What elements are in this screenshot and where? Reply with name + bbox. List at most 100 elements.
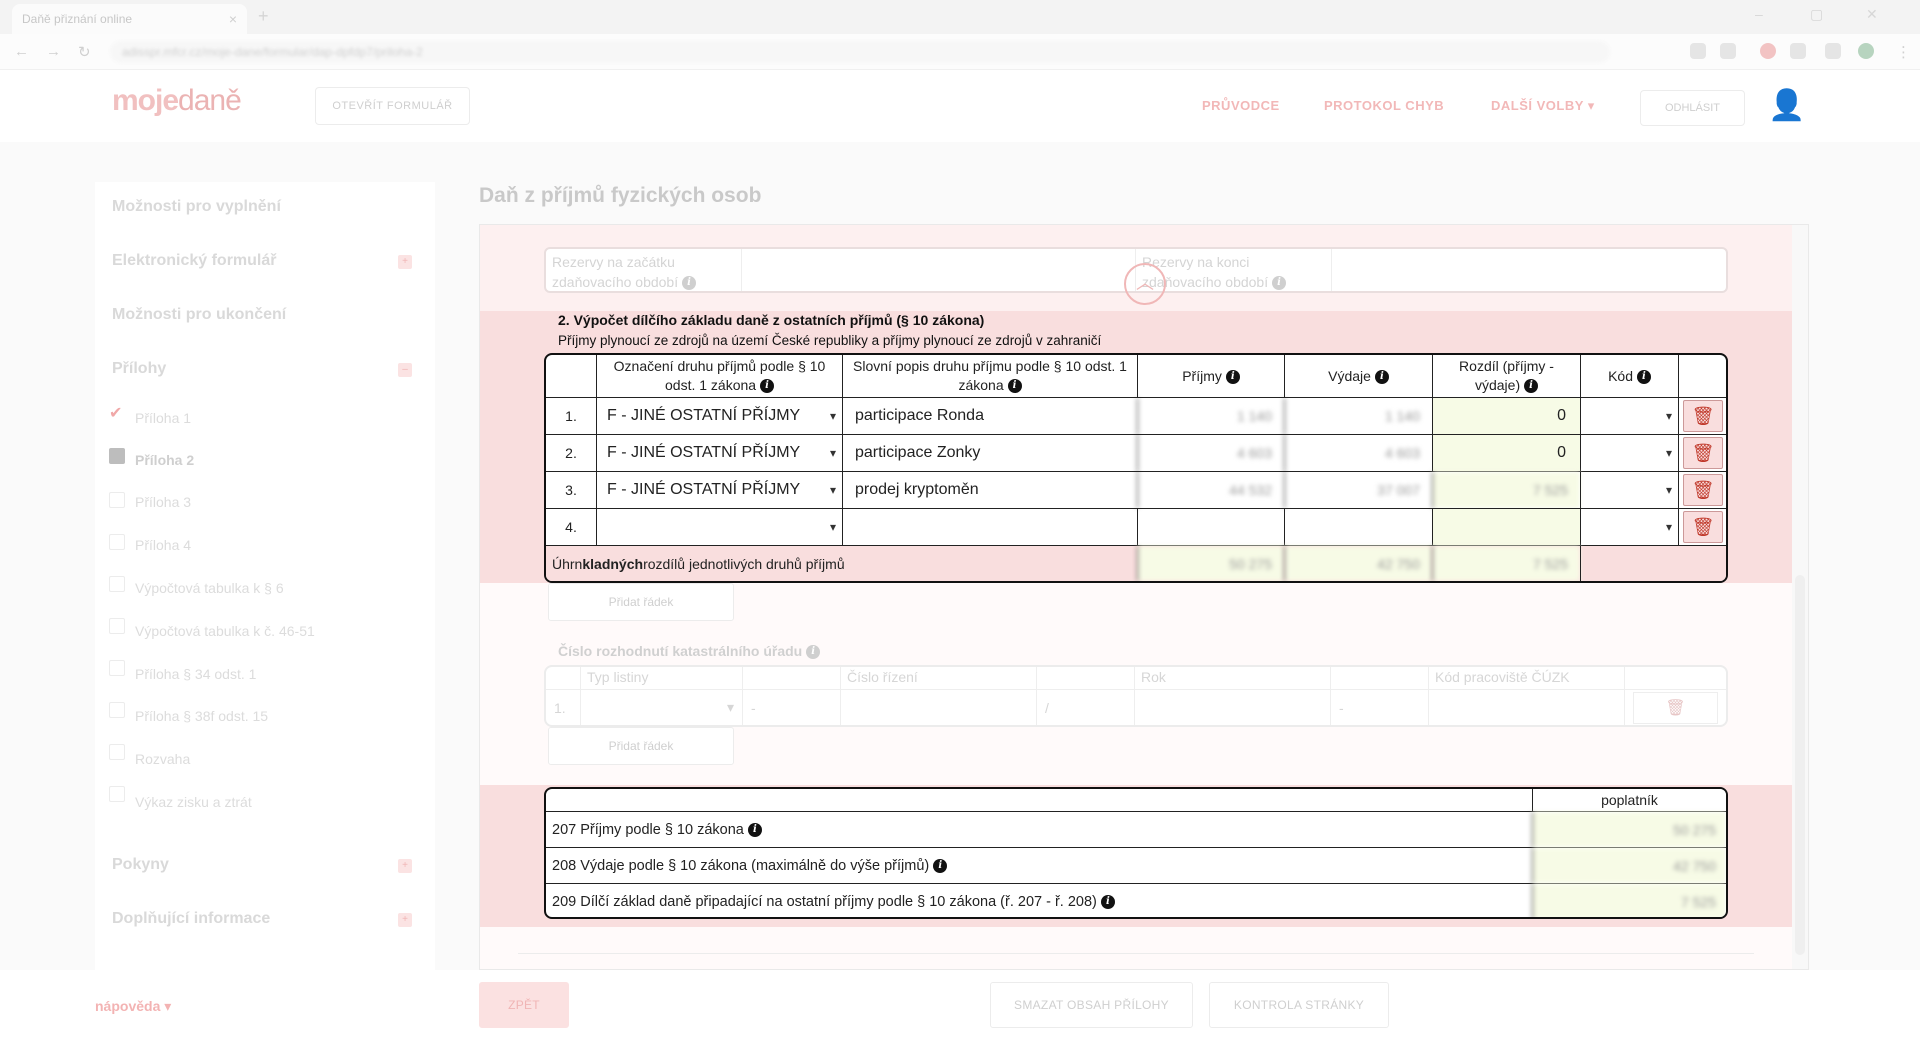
expenses-input[interactable]: 4 603	[1284, 435, 1432, 471]
checkbox[interactable]	[109, 702, 125, 718]
info-icon[interactable]: i	[1272, 276, 1286, 291]
expand-icon[interactable]: +	[398, 255, 412, 269]
sidebar-attachment-34[interactable]: Příloha § 34 odst. 1	[135, 666, 257, 682]
income-desc-input[interactable]	[842, 509, 1137, 545]
help-dropdown[interactable]: nápověda ▾	[95, 998, 172, 1014]
expenses-input[interactable]: 37 007	[1284, 472, 1432, 508]
doc-type-select[interactable]: ▾	[580, 689, 742, 725]
info-icon[interactable]: i	[1007, 379, 1022, 394]
forward-arrow-icon[interactable]: →	[46, 43, 61, 60]
info-icon[interactable]: i	[1100, 894, 1115, 909]
checkbox[interactable]	[109, 744, 125, 760]
checkbox[interactable]	[109, 492, 125, 508]
url-input[interactable]: adisspr.mfcr.cz/moje-dane/formular/dap-d…	[110, 41, 1610, 63]
back-arrow-icon[interactable]: ←	[14, 43, 29, 60]
trash-icon[interactable]: 🗑	[1683, 400, 1723, 432]
sidebar-item-additional-info[interactable]: Doplňující informace	[112, 910, 271, 927]
trash-icon[interactable]: 🗑	[1683, 511, 1723, 543]
income-desc-input[interactable]: participace Ronda	[842, 398, 1137, 434]
sidebar-attachment-profit-loss[interactable]: Výkaz zisku a ztrát	[135, 794, 252, 810]
info-icon[interactable]: i	[1524, 379, 1539, 394]
info-icon[interactable]: i	[1374, 369, 1389, 384]
extension-icon[interactable]	[1790, 43, 1806, 59]
open-form-button[interactable]: OTEVŘÍT FORMULÁŘ	[315, 87, 470, 125]
income-input[interactable]: 4 603	[1137, 435, 1284, 471]
scrollbar-thumb[interactable]	[1795, 575, 1805, 955]
checkbox[interactable]	[109, 660, 125, 676]
menu-dots-icon[interactable]: ⋮	[1896, 44, 1911, 61]
extension-icon[interactable]	[1760, 43, 1776, 59]
sidebar-attachment-4[interactable]: Příloha 4	[135, 537, 192, 553]
year-input[interactable]	[1134, 689, 1330, 725]
income-input[interactable]: 1 140	[1137, 398, 1284, 434]
reserves-start-input[interactable]	[742, 249, 1136, 291]
sidebar-attachment-2[interactable]: Příloha 2	[135, 452, 195, 468]
active-square-icon[interactable]	[109, 448, 125, 464]
sidebar-attachment-38f[interactable]: Příloha § 38f odst. 15	[135, 708, 269, 724]
scroll-up-icon[interactable]: ︿	[1124, 263, 1166, 305]
checkbox[interactable]	[109, 786, 125, 802]
info-icon[interactable]: i	[1225, 369, 1240, 384]
checkmark-icon[interactable]: ✔	[109, 405, 123, 422]
minimize-icon[interactable]: –	[1755, 6, 1763, 22]
new-tab-icon[interactable]: +	[258, 6, 269, 26]
info-icon[interactable]: i	[933, 858, 948, 873]
scrollbar[interactable]	[1792, 225, 1808, 969]
code-select[interactable]: ▾	[1580, 472, 1678, 508]
info-icon[interactable]: i	[682, 276, 696, 291]
office-code-input[interactable]	[1428, 689, 1624, 725]
nav-link-error-log[interactable]: PROTOKOL CHYB	[1324, 98, 1445, 113]
checkbox[interactable]	[109, 534, 125, 550]
cadastre-dash-field[interactable]: -	[1330, 689, 1428, 725]
sidebar-attachment-1[interactable]: Příloha 1	[135, 410, 192, 426]
cadastre-slash-field[interactable]: /	[1036, 689, 1134, 725]
extension-icon[interactable]	[1690, 43, 1706, 59]
collapse-icon[interactable]: –	[398, 363, 412, 377]
reload-icon[interactable]: ↻	[78, 44, 91, 61]
logout-button[interactable]: ODHLÁSIT	[1640, 90, 1745, 126]
income-input[interactable]	[1137, 509, 1284, 545]
income-input[interactable]: 44 532	[1137, 472, 1284, 508]
expenses-input[interactable]	[1284, 509, 1432, 545]
back-button[interactable]: ZPĚT	[479, 982, 569, 1028]
sidebar-item-attachments[interactable]: Přílohy	[112, 360, 167, 377]
extensions-puzzle-icon[interactable]	[1825, 43, 1841, 59]
expand-icon[interactable]: +	[398, 859, 412, 873]
income-type-select[interactable]: F - JINÉ OSTATNÍ PŘÍJMY ▾	[596, 398, 842, 434]
profile-icon[interactable]	[1858, 43, 1874, 59]
income-type-select[interactable]: F - JINÉ OSTATNÍ PŘÍJMY ▾	[596, 435, 842, 471]
info-icon[interactable]: i	[759, 379, 774, 394]
info-icon[interactable]: i	[806, 645, 821, 660]
window-close-icon[interactable]: ✕	[1866, 6, 1878, 22]
bookmark-icon[interactable]	[1720, 43, 1736, 59]
proceeding-input[interactable]	[840, 689, 1036, 725]
check-page-button[interactable]: KONTROLA STRÁNKY	[1209, 982, 1389, 1028]
close-icon[interactable]: ×	[228, 11, 237, 27]
sidebar-attachment-3[interactable]: Příloha 3	[135, 494, 192, 510]
browser-tab[interactable]: Daňě přiznání online ×	[12, 4, 247, 34]
income-type-select[interactable]: F - JINÉ OSTATNÍ PŘÍJMY ▾	[596, 472, 842, 508]
reserves-end-input[interactable]	[1332, 249, 1726, 291]
trash-icon[interactable]: 🗑	[1633, 691, 1718, 724]
sidebar-attachment-table-46[interactable]: Výpočtová tabulka k č. 46-51	[135, 623, 315, 639]
add-row-button[interactable]: Přidat řádek	[548, 583, 734, 621]
checkbox[interactable]	[109, 576, 125, 592]
logo[interactable]: mojedaně	[112, 84, 242, 118]
info-icon[interactable]: i	[747, 822, 762, 837]
expenses-input[interactable]: 1 140	[1284, 398, 1432, 434]
sidebar-attachment-balance[interactable]: Rozvaha	[135, 751, 191, 767]
sidebar-item-electronic-form[interactable]: Elektronický formulář	[112, 252, 277, 269]
sidebar-attachment-table-6[interactable]: Výpočtová tabulka k § 6	[135, 580, 284, 596]
nav-link-more-options[interactable]: DALŠÍ VOLBY ▾	[1491, 98, 1595, 113]
clear-attachment-button[interactable]: SMAZAT OBSAH PŘÍLOHY	[990, 982, 1193, 1028]
user-avatar-icon[interactable]: 👤	[1768, 89, 1806, 122]
checkbox[interactable]	[109, 618, 125, 634]
trash-icon[interactable]: 🗑	[1683, 474, 1723, 506]
income-type-select[interactable]: ▾	[596, 509, 842, 545]
code-select[interactable]: ▾	[1580, 398, 1678, 434]
trash-icon[interactable]: 🗑	[1683, 437, 1723, 469]
income-desc-input[interactable]: participace Zonky	[842, 435, 1137, 471]
maximize-icon[interactable]: ▢	[1810, 6, 1824, 22]
nav-link-guide[interactable]: PRŮVODCE	[1202, 98, 1280, 113]
code-select[interactable]: ▾	[1580, 435, 1678, 471]
